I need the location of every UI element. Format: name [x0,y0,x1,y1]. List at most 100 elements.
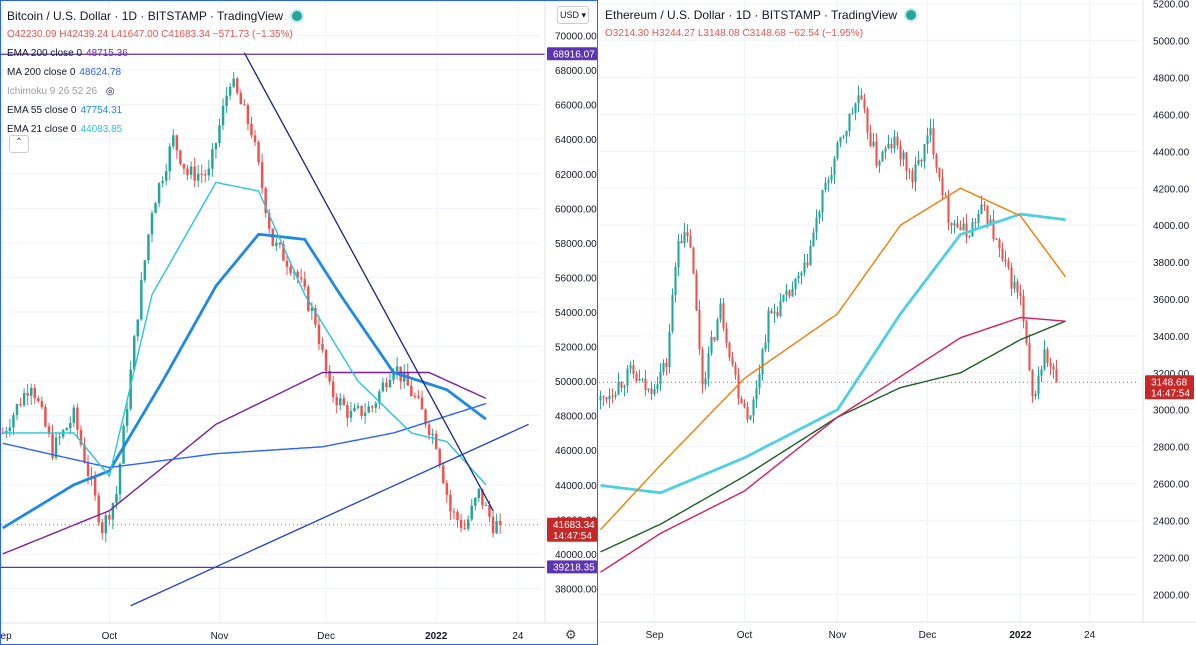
candle-down [296,271,299,278]
candle-up [674,267,677,295]
candle-up [818,212,821,218]
x-tick-label: 24 [1084,630,1096,641]
candle-up [944,194,947,196]
candle-up [917,159,920,165]
eth-chart-panel[interactable]: 2000.00 2200.00 2400.00 2600.00 2800.00 3000.… [599,0,1196,645]
candle-up [218,125,221,144]
indicator-row[interactable]: Ichimoku 9 26 52 26 ◎ [7,82,302,101]
candle-down [863,99,866,109]
x-tick-label: 2022 [1009,630,1032,641]
price-badge [547,517,597,542]
candle-down [108,515,111,520]
candle-down [278,242,282,245]
y-tick-label: 64000.00 [555,135,597,146]
candle-down [424,409,427,425]
indicator-row[interactable]: EMA 21 close 0 44083.85 [7,120,302,139]
ohlc-low: L41647.00 [111,29,159,40]
candle-up [466,519,470,529]
candle-down [417,396,420,398]
candle-up [363,412,367,416]
eth-ohlc: O3214.30 H3244.27 L3148.08 C3148.68 −62.… [605,25,916,43]
price-badge-countdown: 14:47:54 [553,531,592,542]
candle-up [132,336,136,370]
candle-down [328,370,331,382]
candle-up [707,353,710,379]
y-tick-label: 3800.00 [1153,258,1190,269]
candle-up [58,436,61,438]
currency-button[interactable]: USD ▾ [557,6,589,24]
indicator-row[interactable]: EMA 200 close 0 48715.36 [7,44,302,63]
ohlc-close: C41683.34 [161,29,210,40]
candle-down [200,173,203,175]
candle-up [683,232,686,244]
candle-down [1031,370,1034,397]
candle-up [824,182,827,190]
candle-down [986,205,989,224]
x-tick-label: 24 [512,631,524,642]
candle-up [668,331,671,368]
y-tick-label: 5200.00 [1153,0,1190,11]
collapse-legend-button[interactable]: ⌃ [9,135,29,153]
gear-icon[interactable]: ⚙ [565,627,577,642]
candle-down [911,171,914,183]
candle-down [869,132,872,146]
eth-chart-canvas[interactable]: 2000.00 2200.00 2400.00 2600.00 2800.00 3000.… [599,0,1196,645]
btc-chart-canvas[interactable]: 38000.0040000.0042000.0044000.0046000.00… [1,1,598,645]
eth-legend: Ethereum / U.S. Dollar · 1D · BITSTAMP ·… [605,6,917,43]
candle-up [647,388,650,391]
candle-up [962,223,965,230]
x-tick-label: Oct [102,631,118,642]
candle-down [420,397,424,410]
candle-up [923,143,926,162]
candle-down [890,144,893,149]
candle-down [1001,248,1004,260]
candle-down [271,228,275,246]
candle-down [899,145,902,160]
candle-down [788,290,791,297]
candle-up [69,422,72,429]
eye-off-icon[interactable]: ◎ [103,86,115,97]
x-tick-label: Nov [829,630,847,641]
candle-down [193,166,196,181]
candle-up [800,272,803,276]
candle-down [686,232,689,237]
candle-up [716,319,719,341]
candle-down [950,222,953,226]
candle-up [477,488,481,498]
candle-up [431,433,434,436]
x-tick-label: Dec [919,630,937,641]
candle-down [860,95,863,100]
candle-up [815,217,818,233]
candle-down [442,465,445,484]
candle-up [189,166,193,175]
candle-down [410,385,413,397]
candle-up [484,504,488,506]
y-tick-label: 52000.00 [555,343,597,354]
indicator-value: 47754.31 [80,105,123,116]
candle-down [360,405,363,416]
candle-up [349,411,353,418]
y-tick-label: 2800.00 [1153,443,1190,454]
candle-up [125,408,129,426]
y-tick-label: 68000.00 [555,66,597,77]
candle-up [755,388,758,400]
indicator-row[interactable]: MA 200 close 0 48624.78 [7,63,302,82]
candles [1,72,502,543]
y-tick-label: 2200.00 [1153,553,1190,564]
candle-up [164,171,168,181]
y-tick-label: 4600.00 [1153,110,1190,121]
candle-down [635,373,638,381]
y-tick-label: 48000.00 [555,412,597,423]
indicator-row[interactable]: EMA 55 close 0 47754.31 [7,101,302,120]
candle-down [737,374,740,399]
btc-chart-panel[interactable]: 38000.0040000.0042000.0044000.0046000.00… [0,0,598,645]
candle-down [33,387,36,399]
candle-down [299,277,303,280]
price-badge-value: 3148.68 [1151,377,1188,388]
candle-down [689,236,692,248]
y-tick-label: 4800.00 [1153,74,1190,85]
candle-down [267,212,271,229]
candle-up [836,142,839,159]
ma-line [599,187,1067,531]
candle-down [770,310,773,314]
